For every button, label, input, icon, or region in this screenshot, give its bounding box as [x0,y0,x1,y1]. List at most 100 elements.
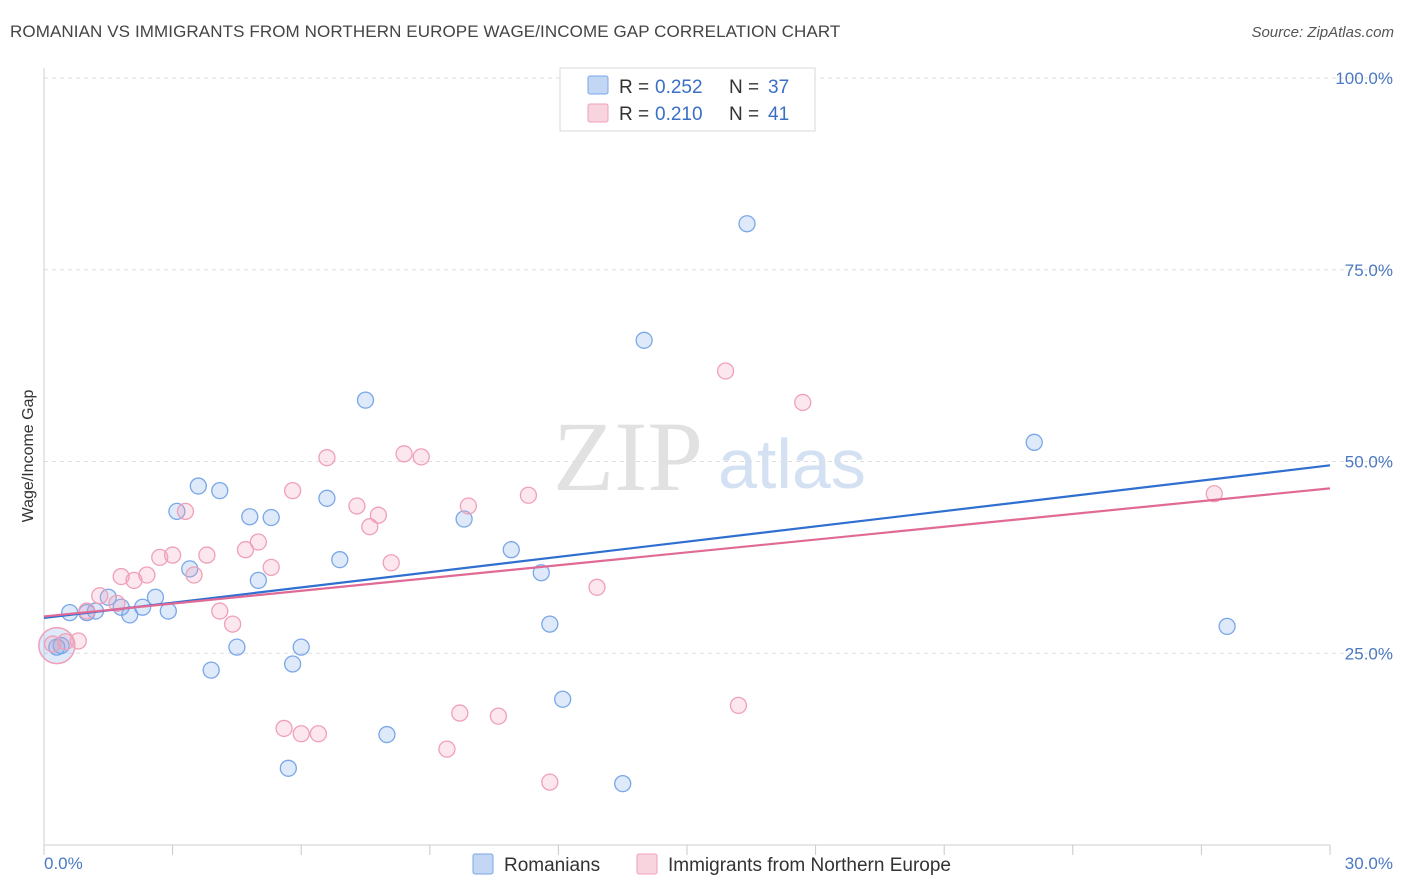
romanians-point [356,391,375,409]
series-legend: Romanians Immigrants from Northern Europ… [472,853,951,876]
romanians-point [146,588,165,606]
source-credit: Source: ZipAtlas.com [1251,24,1394,41]
northern-europe-point [275,719,293,738]
northern-europe-point [112,567,130,586]
northern-europe-point [794,393,812,412]
northern-europe-point [236,541,255,559]
romanians-point [249,571,267,590]
legend-n-label-romanians: N = [729,77,759,98]
romanians-point [228,638,246,656]
watermark: ZIP atlas [553,401,866,512]
romanians-point [738,215,756,233]
romanians-point [1025,433,1043,451]
romanians-point [502,541,520,559]
romanians-point [331,551,349,569]
romanians-point [554,690,572,708]
romanians-point [614,774,632,793]
romanians-point [378,725,396,744]
legend-box [559,67,816,132]
romanians-point [541,615,559,633]
northern-europe-point [138,566,156,584]
northern-europe-point [69,632,87,650]
romanians-trend-line [43,464,1331,620]
romanians-point [211,481,229,500]
y-tick-label: 75.0% [1345,261,1393,280]
northern-europe-point [163,546,182,564]
romanians-point [189,477,207,495]
northern-europe-point [412,448,430,466]
romanians-point [262,508,280,527]
romanians-point [292,638,310,656]
romanians-point [318,489,336,507]
northern-europe-point [459,497,478,515]
northern-europe-point [91,587,109,605]
northern-europe-point [108,594,126,613]
legend-r-label-northern-europe: R = [619,104,649,125]
romanians-point [99,588,117,606]
northern-europe-point [588,578,606,596]
romanians-point [241,508,259,526]
data-points [38,215,1236,793]
romanians-point [1218,617,1236,636]
northern-europe-point [716,362,735,380]
romanians-point [202,661,220,679]
x-tick-label-max: 30.0% [1345,854,1393,873]
legend-n-value-romanians: 37 [768,77,789,98]
romanians-point [532,564,550,582]
northern-europe-point [249,533,267,551]
watermark-atlas: atlas [718,425,866,503]
northern-europe-point [541,773,559,791]
y-axis-label: Wage/Income Gap [20,390,37,523]
legend-r-value-northern-europe: 0.210 [655,104,703,125]
northern-europe-point [361,518,379,536]
legend-swatch-romanians [587,75,609,95]
northern-europe-point [292,725,310,743]
northern-europe-point [43,635,62,653]
northern-europe-point [211,602,229,620]
romanians-point [455,510,473,528]
northern-europe-point [176,502,195,521]
northern-europe-point [262,558,280,576]
northern-europe-point [451,704,469,722]
northern-europe-point [318,449,336,467]
romanians-point [279,759,297,777]
northern-europe-point [309,725,327,743]
legend-swatch-northern-europe [587,103,609,123]
correlation-legend: R = 0.252 N = 37 R = 0.210 N = 41 [559,67,816,132]
x-axis-ticks [43,845,1331,855]
bottom-legend-label-romanians: Romanians [504,855,600,876]
y-tick-label: 50.0% [1345,453,1393,472]
watermark-zip: ZIP [553,401,703,512]
legend-n-label-northern-europe: N = [729,104,759,125]
legend-r-label-romanians: R = [619,77,649,98]
y-tick-labels: 25.0% 50.0% 75.0% 100.0% [1335,69,1393,663]
bottom-legend-swatch-northern-europe [636,853,658,875]
y-tick-label: 25.0% [1345,644,1393,663]
northern-europe-point [382,554,400,572]
romanians-point [283,655,302,673]
northern-europe-point [283,481,302,500]
northern-europe-point [223,615,242,633]
trend-lines [43,464,1331,620]
northern-europe-point [1205,485,1223,503]
northern-europe-point [369,506,388,524]
northern-europe-point [438,740,456,758]
northern-europe-point [56,633,75,651]
northern-europe-point [395,445,413,463]
northern-europe-point [151,548,169,567]
legend-r-value-romanians: 0.252 [655,77,703,98]
northern-europe-point [125,571,143,590]
romanians-point [635,331,653,349]
chart-title: ROMANIAN VS IMMIGRANTS FROM NORTHERN EUR… [10,22,841,41]
northern-europe-point [348,497,366,515]
northern-europe-point [198,546,216,564]
bottom-legend-label-northern-europe: Immigrants from Northern Europe [668,855,951,876]
northern-europe-point [489,707,508,725]
bottom-legend-swatch-romanians [472,853,494,875]
grid [44,77,1393,654]
cluster-point [38,626,76,665]
x-tick-label-min: 0.0% [44,854,83,873]
legend-n-value-northern-europe: 41 [768,104,789,125]
northern-europe-point [519,486,538,504]
